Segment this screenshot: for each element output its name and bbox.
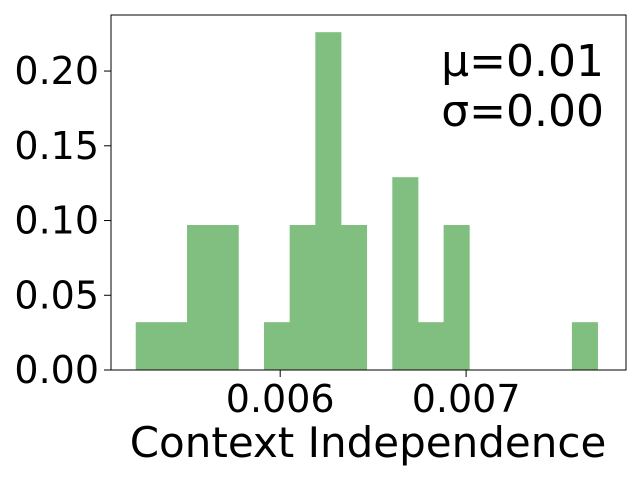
y-axis: 0.00 0.05 0.10 0.15 0.20 [14, 49, 111, 392]
histogram-bar-1 [161, 322, 188, 370]
histogram-bar-10 [392, 177, 419, 370]
y-tick-label: 0.20 [14, 49, 99, 93]
y-tick-label: 0.05 [14, 273, 99, 317]
histogram-bar-7 [315, 32, 342, 370]
histogram-bar-8 [340, 225, 368, 370]
histogram-bar-5 [264, 322, 291, 370]
mean-annotation: μ=0.01 [441, 36, 604, 87]
histogram-bar-2 [187, 225, 214, 370]
x-tick-label: 0.006 [226, 377, 335, 421]
y-tick-label: 0.10 [14, 199, 99, 243]
x-tick-label: 0.007 [412, 377, 521, 421]
x-axis: 0.006 0.007 [226, 370, 521, 421]
histogram-bars [135, 32, 598, 370]
y-tick-label: 0.00 [14, 348, 99, 392]
histogram-bar-3 [212, 225, 239, 370]
x-axis-label: Context Independence [130, 418, 607, 467]
histogram-bar-11 [417, 322, 445, 370]
histogram-bar-17 [571, 322, 598, 370]
histogram-bar-0 [135, 322, 162, 370]
histogram-bar-6 [289, 225, 316, 370]
plot-frame [110, 14, 627, 371]
y-tick-label: 0.15 [14, 124, 99, 168]
std-annotation: σ=0.00 [441, 86, 604, 137]
histogram-bar-12 [443, 225, 470, 370]
